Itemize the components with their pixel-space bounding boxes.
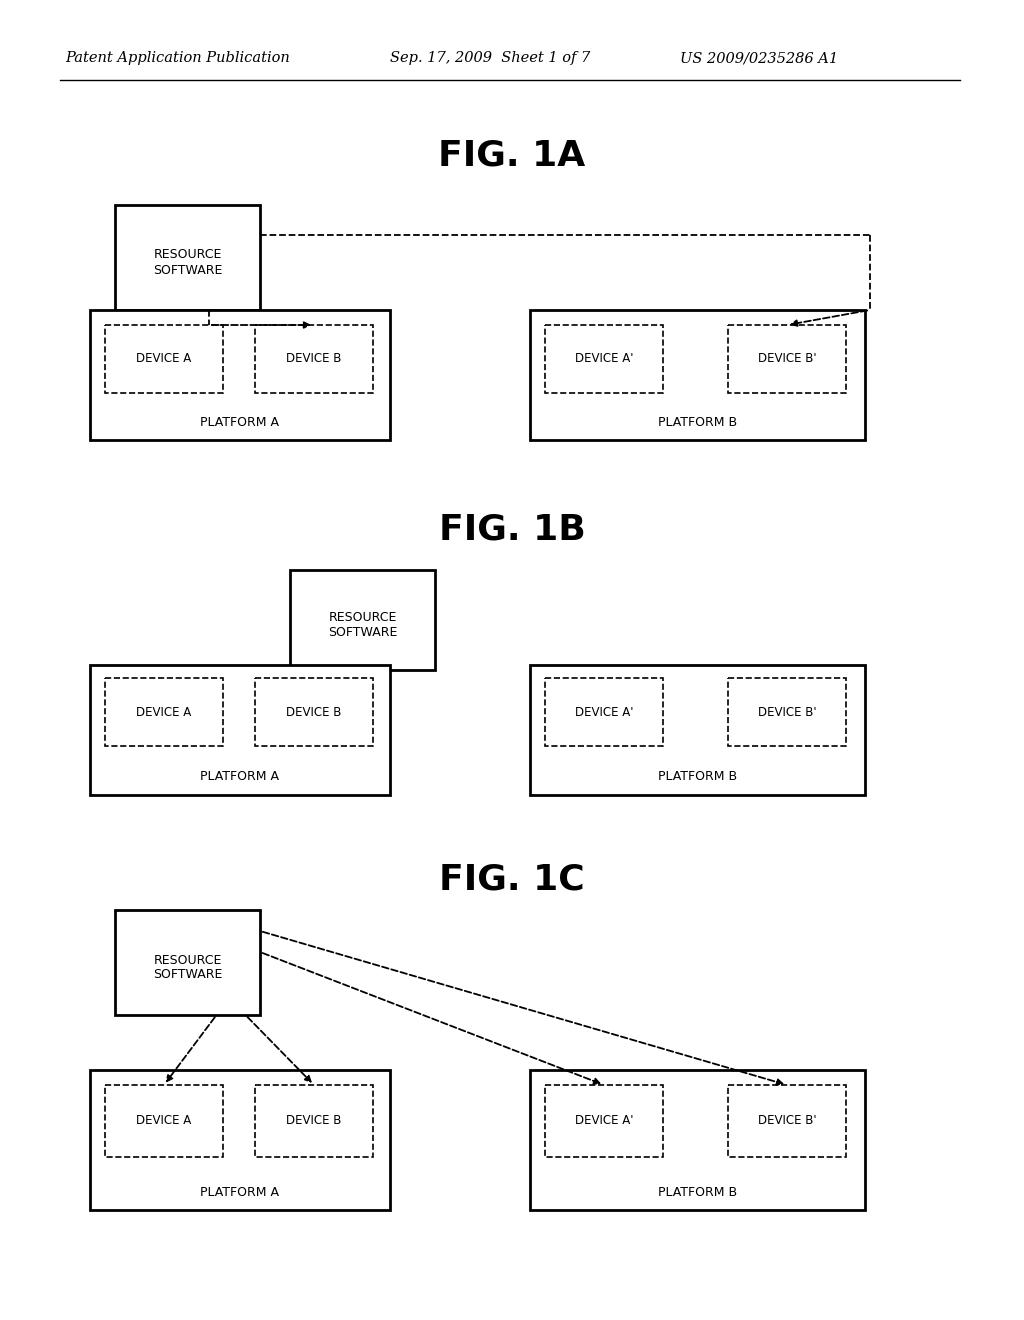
Text: PLATFORM A: PLATFORM A [201,771,280,784]
Text: DEVICE A': DEVICE A' [574,705,633,718]
Text: DEVICE A: DEVICE A [136,705,191,718]
Bar [255,1085,373,1158]
Text: DEVICE A: DEVICE A [136,352,191,366]
Bar [105,325,223,393]
Bar [530,1071,865,1210]
Text: PLATFORM B: PLATFORM B [658,1185,737,1199]
Bar [728,325,846,393]
Bar [90,1071,390,1210]
Text: DEVICE A': DEVICE A' [574,1114,633,1127]
Bar [728,1085,846,1158]
Text: US 2009/0235286 A1: US 2009/0235286 A1 [680,51,838,65]
Text: RESOURCE
SOFTWARE: RESOURCE SOFTWARE [153,953,222,982]
Bar [728,678,846,746]
Text: PLATFORM A: PLATFORM A [201,1185,280,1199]
Bar [530,310,865,440]
Text: DEVICE A': DEVICE A' [574,352,633,366]
Bar [90,665,390,795]
Text: Sep. 17, 2009  Sheet 1 of 7: Sep. 17, 2009 Sheet 1 of 7 [390,51,590,65]
Text: DEVICE A: DEVICE A [136,1114,191,1127]
Text: RESOURCE
SOFTWARE: RESOURCE SOFTWARE [328,611,397,639]
Text: FIG. 1A: FIG. 1A [438,139,586,172]
Bar [115,205,260,310]
Text: FIG. 1B: FIG. 1B [438,513,586,546]
Bar [90,310,390,440]
Bar [255,325,373,393]
Bar [530,665,865,795]
Bar [545,678,663,746]
Text: PLATFORM B: PLATFORM B [658,416,737,429]
Bar [290,570,435,671]
Text: PLATFORM B: PLATFORM B [658,771,737,784]
Bar [105,1085,223,1158]
Text: DEVICE B': DEVICE B' [758,1114,816,1127]
Text: FIG. 1C: FIG. 1C [439,863,585,898]
Text: PLATFORM A: PLATFORM A [201,416,280,429]
Bar [545,1085,663,1158]
Text: Patent Application Publication: Patent Application Publication [65,51,290,65]
Text: DEVICE B': DEVICE B' [758,352,816,366]
Text: DEVICE B: DEVICE B [287,705,342,718]
Bar [545,325,663,393]
Bar [115,909,260,1015]
Text: DEVICE B': DEVICE B' [758,705,816,718]
Text: DEVICE B: DEVICE B [287,1114,342,1127]
Bar [105,678,223,746]
Text: DEVICE B: DEVICE B [287,352,342,366]
Bar [255,678,373,746]
Text: RESOURCE
SOFTWARE: RESOURCE SOFTWARE [153,248,222,276]
